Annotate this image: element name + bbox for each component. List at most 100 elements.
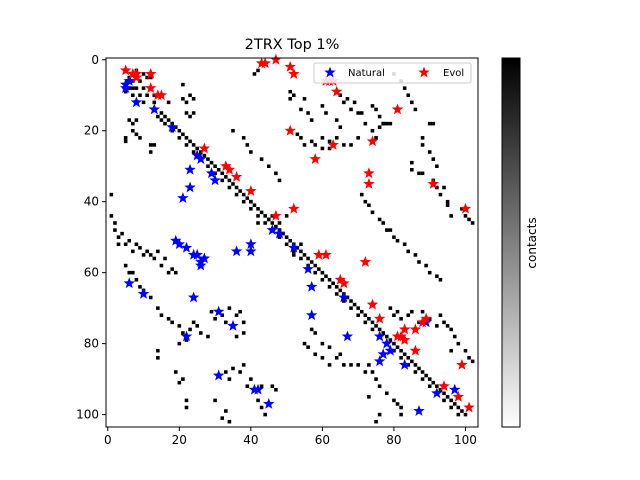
y-tick-label: 0 — [91, 53, 99, 67]
legend-evol-label: Evol — [443, 68, 464, 79]
contact-cell — [420, 171, 425, 176]
natural-star-marker — [195, 259, 207, 271]
legend-natural-label: Natural — [348, 68, 385, 79]
contact-cell — [295, 132, 300, 137]
contact-cell — [381, 121, 385, 126]
contact-cell — [141, 100, 146, 105]
evol-star-marker — [416, 316, 429, 328]
contact-cell — [313, 352, 318, 357]
contact-cell — [263, 412, 267, 417]
evol-star-marker — [230, 170, 243, 182]
contact-cell — [270, 384, 275, 388]
contact-cell — [173, 125, 178, 129]
contact-cell — [127, 270, 132, 275]
contact-cell — [410, 359, 414, 364]
contact-cell — [327, 146, 332, 151]
contact-cell — [249, 199, 253, 204]
contact-cell — [220, 416, 225, 420]
evol-star-marker — [127, 67, 139, 79]
natural-star-marker — [245, 245, 257, 257]
contact-cell — [406, 313, 411, 318]
contact-cell — [163, 121, 167, 126]
natural-star-marker — [191, 248, 203, 260]
contact-cell — [166, 100, 171, 105]
contact-cell — [181, 97, 185, 101]
natural-star-marker — [373, 355, 386, 367]
legend-natural-marker — [324, 66, 336, 78]
contact-cell — [299, 256, 303, 261]
contact-cell — [431, 157, 436, 161]
contact-cell — [159, 118, 164, 122]
contact-cell — [377, 125, 382, 129]
contact-cell — [370, 210, 375, 215]
contact-cell — [445, 203, 450, 208]
contact-cell — [263, 214, 267, 218]
contact-cell — [449, 214, 453, 218]
contact-cell — [395, 309, 400, 314]
contact-cell — [292, 249, 296, 254]
y-tick-label: 100 — [76, 408, 99, 422]
natural-star-marker — [252, 383, 264, 395]
contact-cell — [234, 334, 239, 339]
evol-star-marker — [320, 248, 332, 260]
contact-cell — [134, 277, 139, 282]
contact-cell — [320, 356, 325, 360]
contact-cell — [377, 217, 382, 222]
contact-cell — [352, 100, 357, 105]
contact-cell — [191, 320, 196, 325]
contact-cell — [199, 150, 203, 154]
contact-cell — [370, 320, 375, 325]
contact-cell — [202, 153, 207, 158]
contact-cell — [363, 320, 368, 325]
evol-star-marker — [398, 323, 411, 335]
contact-cell — [470, 359, 475, 364]
contact-cell — [417, 260, 421, 264]
natural-star-marker — [148, 103, 160, 115]
contact-cell — [306, 345, 310, 349]
natural-star-marker — [173, 238, 186, 250]
contact-cell — [181, 377, 185, 381]
contact-cell — [166, 118, 171, 122]
contact-cell — [342, 100, 346, 105]
contact-cell — [320, 341, 325, 346]
contact-cell — [438, 277, 443, 282]
contact-cell — [345, 97, 350, 101]
contact-cell — [302, 341, 307, 346]
contact-cell — [191, 111, 196, 115]
contact-cell — [148, 75, 153, 80]
contact-cell — [184, 405, 189, 410]
contact-cell — [449, 348, 453, 353]
contact-cell — [131, 128, 135, 133]
contact-cell — [123, 263, 128, 268]
y-tick-label: 60 — [84, 266, 99, 280]
natural-star-marker — [305, 280, 318, 292]
contact-cell — [134, 118, 139, 122]
contact-cell — [367, 203, 371, 208]
contact-cell — [320, 146, 325, 151]
contact-cell — [334, 118, 339, 122]
contact-cell — [188, 139, 192, 144]
contact-cell — [442, 391, 446, 396]
evol-star-marker — [313, 248, 325, 260]
contact-cell — [431, 380, 436, 385]
contact-cell — [449, 405, 453, 410]
contact-cell — [241, 363, 246, 367]
x-tick-label: 100 — [454, 433, 477, 447]
contact-cell — [435, 164, 439, 168]
x-tick-label: 60 — [315, 433, 330, 447]
contact-cell — [292, 93, 296, 98]
contact-cell — [249, 150, 253, 154]
contact-cell — [370, 327, 375, 332]
contact-cell — [349, 306, 353, 310]
contact-cell — [435, 384, 439, 388]
contact-cell — [213, 317, 217, 321]
contact-cell — [109, 192, 114, 197]
contact-cell — [252, 203, 257, 208]
contact-cell — [392, 341, 396, 346]
contact-cell — [206, 157, 210, 161]
contact-cell — [438, 313, 443, 318]
natural-star-marker — [180, 241, 193, 253]
evol-star-marker — [363, 177, 375, 189]
contact-cell — [449, 398, 453, 403]
